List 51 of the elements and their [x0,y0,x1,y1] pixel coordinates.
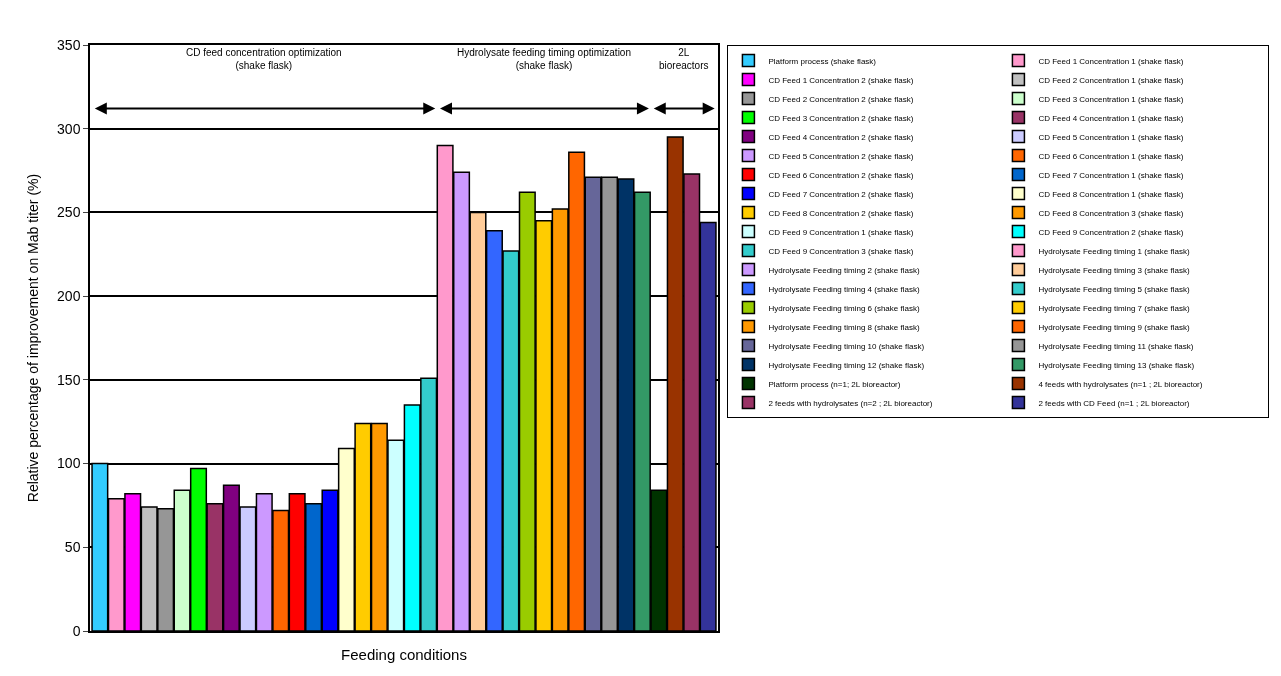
legend-label: CD Feed 3 Concentration 2 (shake flask) [768,113,914,123]
x-axis-title: Feeding conditions [341,645,467,663]
legend-label: CD Feed 5 Concentration 1 (shake flask) [1038,132,1184,142]
y-tick-label: 200 [57,288,81,305]
legend-label: Hydrolysate Feeding timing 1 (shake flask) [1038,246,1190,256]
legend-label: CD Feed 4 Concentration 1 (shake flask) [1038,113,1184,123]
legend-label: Hydrolysate Feeding timing 9 (shake flask) [1038,322,1190,332]
legend-label: Hydrolysate Feeding timing 3 (shake flask) [1038,265,1190,275]
legend-label: Hydrolysate Feeding timing 2 (shake flask) [768,265,920,275]
legend-label: Hydrolysate Feeding timing 10 (shake flask) [768,341,925,351]
y-tick-label: 250 [57,204,81,221]
legend-label: CD Feed 8 Concentration 1 (shake flask) [1038,189,1184,199]
legend-label: CD Feed 9 Concentration 2 (shake flask) [1038,227,1184,237]
legend-label: Platform process (n=1; 2L bioreactor) [768,379,901,389]
legend-label: Hydrolysate Feeding timing 11 (shake flask) [1038,341,1194,351]
legend-label: Hydrolysate Feeding timing 13 (shake flask) [1038,360,1195,370]
legend-label: CD Feed 2 Concentration 2 (shake flask) [768,94,914,104]
y-tick-label: 50 [64,539,81,556]
y-tick-label: 350 [57,36,81,53]
legend-label: CD Feed 4 Concentration 2 (shake flask) [768,132,914,142]
legend-label: Platform process (shake flask) [768,56,877,66]
legend-label: CD Feed 7 Concentration 1 (shake flask) [1038,170,1184,180]
annotation: 2L bioreactors [659,47,709,71]
legend-label: CD Feed 5 Concentration 2 (shake flask) [768,151,914,161]
y-axis-title: Relative percentage of improvement on Mab titer (%) [25,173,42,503]
legend-label: 2 feeds with hydrolysates (n=2 ; 2L bioreactor) [768,398,933,408]
legend-label: Hydrolysate Feeding timing 8 (shake flask) [768,322,920,332]
y-tick-label: 100 [57,455,81,472]
legend-label: Hydrolysate Feeding timing 6 (shake flask) [768,303,920,313]
legend-label: CD Feed 7 Concentration 2 (shake flask) [768,189,914,199]
annotation: Hydrolysate feeding timing optimization (shake flask) [457,47,631,71]
legend-label: CD Feed 8 Concentration 3 (shake flask) [1038,208,1184,218]
legend-label: 2 feeds with CD Feed (n=1 ; 2L bioreactor) [1038,398,1190,408]
y-tick-label: 300 [57,120,81,137]
legend-label: Hydrolysate Feeding timing 5 (shake flask) [1038,284,1190,294]
legend-label: CD Feed 9 Concentration 3 (shake flask) [768,246,914,256]
legend-label: Hydrolysate Feeding timing 4 (shake flask) [768,284,920,294]
legend-label: CD Feed 6 Concentration 2 (shake flask) [768,170,914,180]
legend-label: CD Feed 1 Concentration 2 (shake flask) [768,75,914,85]
legend-label: CD Feed 3 Concentration 1 (shake flask) [1038,94,1184,104]
annotation: CD feed concentration optimization (shake flask) [186,47,342,71]
legend-label: CD Feed 2 Concentration 1 (shake flask) [1038,75,1184,85]
legend-label: Hydrolysate Feeding timing 12 (shake flask) [768,360,925,370]
legend-label: CD Feed 8 Concentration 2 (shake flask) [768,208,914,218]
y-tick-label: 0 [72,622,81,639]
legend-label: Hydrolysate Feeding timing 7 (shake flask) [1038,303,1190,313]
y-tick-label: 150 [57,371,81,388]
legend-label: 4 feeds with hydrolysates (n=1 ; 2L bioreactor) [1038,379,1203,389]
legend-label: CD Feed 6 Concentration 1 (shake flask) [1038,151,1184,161]
legend-label: CD Feed 9 Concentration 1 (shake flask) [768,227,914,237]
legend-label: CD Feed 1 Concentration 1 (shake flask) [1038,56,1184,66]
